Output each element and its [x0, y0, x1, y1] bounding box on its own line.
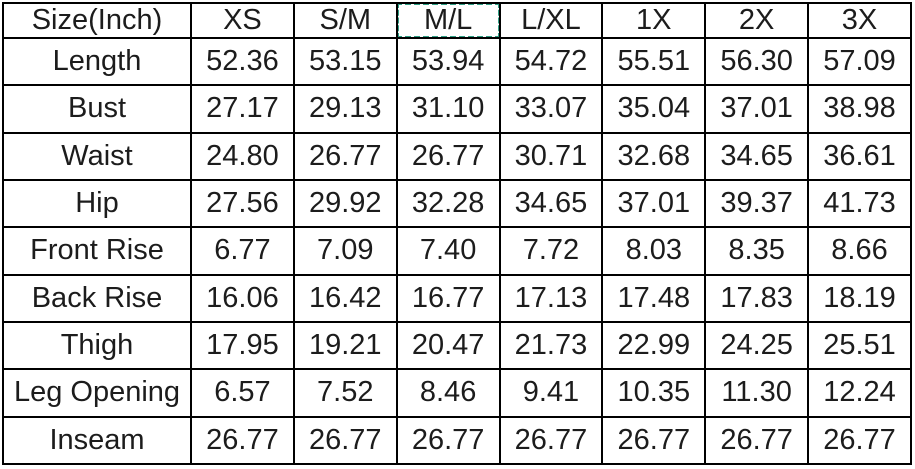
value-cell: 37.01 — [601, 178, 707, 229]
value-cell: 26.77 — [601, 415, 707, 466]
header-cell-1x: 1X — [601, 2, 707, 39]
value-cell: 16.06 — [190, 273, 295, 323]
value-cell: 8.03 — [601, 226, 707, 276]
header-cell-size-inch: Size(Inch) — [2, 2, 192, 39]
value-cell: 34.65 — [704, 131, 810, 181]
value-cell: 29.92 — [292, 178, 398, 229]
value-cell: 38.98 — [807, 84, 912, 134]
value-cell: 26.77 — [395, 131, 501, 181]
header-cell-m-l-label: M/L — [423, 4, 473, 36]
value-cell: 17.48 — [601, 273, 707, 323]
value-cell: 26.77 — [807, 415, 912, 466]
row-label-hip: Hip — [2, 178, 192, 229]
table-row-bust: Bust 27.17 29.13 31.10 33.07 35.04 37.01… — [2, 84, 912, 134]
value-cell: 8.46 — [395, 368, 501, 418]
value-cell: 32.68 — [601, 131, 707, 181]
value-cell: 52.36 — [190, 36, 295, 87]
row-label-inseam: Inseam — [2, 415, 192, 466]
header-cell-m-l: M/L — [395, 2, 501, 39]
table-row-front-rise: Front Rise 6.77 7.09 7.40 7.72 8.03 8.35… — [2, 226, 912, 276]
row-label-waist: Waist — [2, 131, 192, 181]
table-row-thigh: Thigh 17.95 19.21 20.47 21.73 22.99 24.2… — [2, 320, 912, 371]
header-cell-3x: 3X — [807, 2, 912, 39]
value-cell: 26.77 — [292, 415, 398, 466]
row-label-front-rise: Front Rise — [2, 226, 192, 276]
row-label-thigh: Thigh — [2, 320, 192, 371]
table-row-leg-opening: Leg Opening 6.57 7.52 8.46 9.41 10.35 11… — [2, 368, 912, 418]
table-row-hip: Hip 27.56 29.92 32.28 34.65 37.01 39.37 … — [2, 178, 912, 229]
value-cell: 53.15 — [292, 36, 398, 87]
value-cell: 26.77 — [292, 131, 398, 181]
value-cell: 27.56 — [190, 178, 295, 229]
row-label-bust: Bust — [2, 84, 192, 134]
header-cell-l-xl: L/XL — [498, 2, 604, 39]
header-cell-2x: 2X — [704, 2, 810, 39]
value-cell: 10.35 — [601, 368, 707, 418]
value-cell: 31.10 — [395, 84, 501, 134]
value-cell: 37.01 — [704, 84, 810, 134]
value-cell: 8.35 — [704, 226, 810, 276]
table-row-waist: Waist 24.80 26.77 26.77 30.71 32.68 34.6… — [2, 131, 912, 181]
value-cell: 33.07 — [498, 84, 604, 134]
value-cell: 30.71 — [498, 131, 604, 181]
value-cell: 54.72 — [498, 36, 604, 87]
value-cell: 22.99 — [601, 320, 707, 371]
row-label-leg-opening: Leg Opening — [2, 368, 192, 418]
value-cell: 26.77 — [190, 415, 295, 466]
value-cell: 17.83 — [704, 273, 810, 323]
header-cell-s-m: S/M — [292, 2, 398, 39]
value-cell: 25.51 — [807, 320, 912, 371]
value-cell: 41.73 — [807, 178, 912, 229]
value-cell: 55.51 — [601, 36, 707, 87]
header-cell-xs: XS — [190, 2, 295, 39]
value-cell: 53.94 — [395, 36, 501, 87]
value-cell: 56.30 — [704, 36, 810, 87]
value-cell: 6.57 — [190, 368, 295, 418]
row-label-back-rise: Back Rise — [2, 273, 192, 323]
value-cell: 26.77 — [395, 415, 501, 466]
value-cell: 26.77 — [704, 415, 810, 466]
value-cell: 24.25 — [704, 320, 810, 371]
value-cell: 18.19 — [807, 273, 912, 323]
value-cell: 17.13 — [498, 273, 604, 323]
value-cell: 34.65 — [498, 178, 604, 229]
value-cell: 7.72 — [498, 226, 604, 276]
row-label-length: Length — [2, 36, 192, 87]
value-cell: 35.04 — [601, 84, 707, 134]
value-cell: 32.28 — [395, 178, 501, 229]
value-cell: 7.09 — [292, 226, 398, 276]
value-cell: 26.77 — [498, 415, 604, 466]
value-cell: 7.52 — [292, 368, 398, 418]
value-cell: 8.66 — [807, 226, 912, 276]
value-cell: 24.80 — [190, 131, 295, 181]
value-cell: 6.77 — [190, 226, 295, 276]
value-cell: 12.24 — [807, 368, 912, 418]
value-cell: 57.09 — [807, 36, 912, 87]
table-row-inseam: Inseam 26.77 26.77 26.77 26.77 26.77 26.… — [2, 415, 912, 466]
value-cell: 36.61 — [807, 131, 912, 181]
value-cell: 39.37 — [704, 178, 810, 229]
value-cell: 19.21 — [292, 320, 398, 371]
value-cell: 29.13 — [292, 84, 398, 134]
value-cell: 20.47 — [395, 320, 501, 371]
table-row-length: Length 52.36 53.15 53.94 54.72 55.51 56.… — [2, 36, 912, 87]
value-cell: 21.73 — [498, 320, 604, 371]
value-cell: 9.41 — [498, 368, 604, 418]
header-row: Size(Inch) XS S/M M/L L/XL 1X 2X 3X — [2, 2, 912, 39]
value-cell: 17.95 — [190, 320, 295, 371]
value-cell: 7.40 — [395, 226, 501, 276]
table-row-back-rise: Back Rise 16.06 16.42 16.77 17.13 17.48 … — [2, 273, 912, 323]
value-cell: 27.17 — [190, 84, 295, 134]
value-cell: 16.42 — [292, 273, 398, 323]
value-cell: 16.77 — [395, 273, 501, 323]
value-cell: 11.30 — [704, 368, 810, 418]
